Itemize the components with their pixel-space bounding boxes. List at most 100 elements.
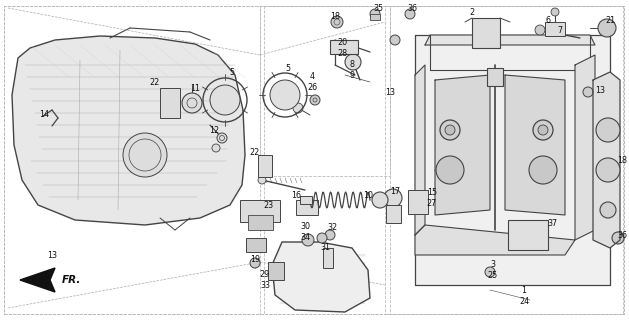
Circle shape	[405, 9, 415, 19]
Circle shape	[436, 156, 464, 184]
Circle shape	[302, 234, 314, 246]
Polygon shape	[415, 35, 610, 285]
Text: 1
24: 1 24	[519, 286, 529, 306]
Circle shape	[310, 95, 320, 105]
Polygon shape	[415, 225, 575, 255]
Bar	[323, 248, 333, 268]
Polygon shape	[575, 55, 595, 240]
Bar	[472, 18, 500, 48]
Text: 2: 2	[469, 7, 474, 17]
Text: 18: 18	[330, 12, 340, 20]
Circle shape	[390, 35, 400, 45]
Text: 7: 7	[557, 26, 562, 35]
Polygon shape	[272, 242, 370, 312]
Text: 29
33: 29 33	[260, 270, 270, 290]
Text: 21: 21	[605, 15, 615, 25]
Circle shape	[535, 25, 545, 35]
Text: 19: 19	[250, 255, 260, 265]
Text: 35: 35	[373, 4, 383, 12]
Circle shape	[250, 258, 260, 268]
Text: 18: 18	[617, 156, 627, 164]
Polygon shape	[435, 75, 490, 215]
Circle shape	[440, 120, 460, 140]
Bar	[4, 6, 264, 314]
Circle shape	[210, 85, 240, 115]
Circle shape	[445, 125, 455, 135]
Text: 23: 23	[263, 201, 273, 210]
Circle shape	[521, 228, 529, 236]
Text: 22: 22	[150, 77, 160, 86]
Polygon shape	[425, 35, 595, 45]
Circle shape	[384, 189, 402, 207]
Circle shape	[372, 192, 388, 208]
Circle shape	[325, 230, 335, 240]
Text: 37: 37	[547, 220, 557, 228]
Circle shape	[533, 120, 553, 140]
Circle shape	[370, 9, 380, 19]
Circle shape	[596, 118, 620, 142]
Circle shape	[217, 133, 227, 143]
Text: 36: 36	[407, 4, 417, 12]
Circle shape	[538, 125, 548, 135]
Circle shape	[551, 8, 559, 16]
Text: 31: 31	[320, 244, 330, 252]
Circle shape	[293, 103, 303, 113]
Circle shape	[612, 232, 624, 244]
Bar	[258, 155, 272, 177]
Bar	[370, 14, 380, 20]
Text: FR.: FR.	[62, 275, 81, 285]
Circle shape	[485, 267, 495, 277]
Bar	[487, 68, 503, 86]
Circle shape	[602, 23, 612, 33]
Polygon shape	[505, 75, 565, 215]
Polygon shape	[12, 36, 245, 225]
Text: 17: 17	[390, 188, 400, 196]
Bar	[386, 205, 401, 223]
Circle shape	[317, 233, 327, 243]
Circle shape	[258, 176, 266, 184]
Circle shape	[531, 228, 539, 236]
Text: 14: 14	[39, 109, 49, 118]
Bar	[268, 262, 284, 280]
Bar	[508, 220, 548, 250]
Circle shape	[182, 93, 202, 113]
Text: 12: 12	[209, 125, 219, 134]
Circle shape	[596, 158, 620, 182]
Text: 4
26: 4 26	[307, 72, 317, 92]
Text: 13: 13	[47, 252, 57, 260]
Text: 5: 5	[286, 63, 291, 73]
Text: 13: 13	[385, 87, 395, 97]
Circle shape	[511, 228, 519, 236]
Circle shape	[529, 156, 557, 184]
Circle shape	[270, 80, 300, 110]
Bar	[260, 6, 390, 314]
Polygon shape	[593, 72, 620, 248]
Circle shape	[212, 144, 220, 152]
Bar	[408, 190, 428, 214]
Polygon shape	[415, 65, 425, 235]
Text: 36: 36	[617, 231, 627, 241]
Bar	[240, 200, 280, 222]
Text: 22: 22	[250, 148, 260, 156]
Text: 16: 16	[291, 191, 301, 201]
Bar	[296, 200, 318, 215]
Bar	[385, 6, 623, 314]
Bar	[300, 196, 312, 204]
Text: 30
34: 30 34	[300, 222, 310, 242]
Text: 6: 6	[545, 15, 550, 25]
Text: 13: 13	[595, 85, 605, 94]
Circle shape	[345, 54, 361, 70]
Circle shape	[598, 19, 616, 37]
Bar	[160, 88, 180, 118]
Bar	[248, 215, 273, 230]
Bar	[545, 22, 565, 36]
Text: 15
27: 15 27	[427, 188, 437, 208]
Polygon shape	[20, 268, 55, 292]
Text: 20
28: 20 28	[337, 38, 347, 58]
Bar	[330, 40, 358, 54]
Text: 11: 11	[190, 84, 200, 92]
Circle shape	[583, 87, 593, 97]
Text: 8
9: 8 9	[350, 60, 355, 80]
Bar	[246, 238, 266, 252]
Bar	[260, 6, 390, 176]
